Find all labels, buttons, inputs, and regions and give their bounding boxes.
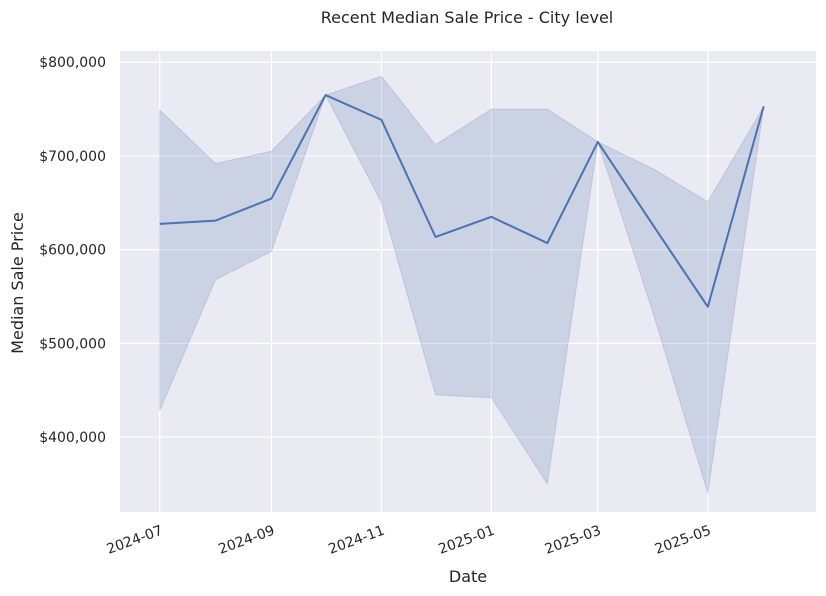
x-tick-label: 2024-09	[216, 523, 276, 558]
x-tick-label: 2025-03	[543, 523, 603, 558]
y-gridlines	[120, 61, 816, 438]
y-tick-label: $700,000	[39, 149, 106, 165]
x-tick-label: 2024-11	[326, 523, 386, 558]
y-tick-label: $400,000	[39, 430, 106, 446]
y-tick-label: $600,000	[39, 243, 106, 259]
x-tick-label: 2025-01	[436, 523, 496, 558]
x-tick-label: 2024-07	[105, 523, 165, 558]
x-gridlines	[159, 51, 709, 512]
x-tick-label: 2025-05	[653, 523, 713, 558]
chart-title: Recent Median Sale Price - City level	[321, 8, 613, 27]
median-price-line	[159, 94, 765, 308]
y-tick-label: $500,000	[39, 336, 106, 352]
confidence-band	[159, 75, 765, 494]
x-tick-labels: 2024-07 2024-09 2024-11 2025-01 2025-03 2025-…	[105, 523, 714, 558]
y-tick-label: $800,000	[39, 55, 106, 71]
y-tick-labels: $400,000 $500,000 $600,000 $700,000 $800,000	[39, 55, 106, 446]
plot-area	[120, 51, 816, 512]
x-axis-label: Date	[449, 567, 487, 586]
y-axis-label: Median Sale Price	[8, 212, 27, 354]
